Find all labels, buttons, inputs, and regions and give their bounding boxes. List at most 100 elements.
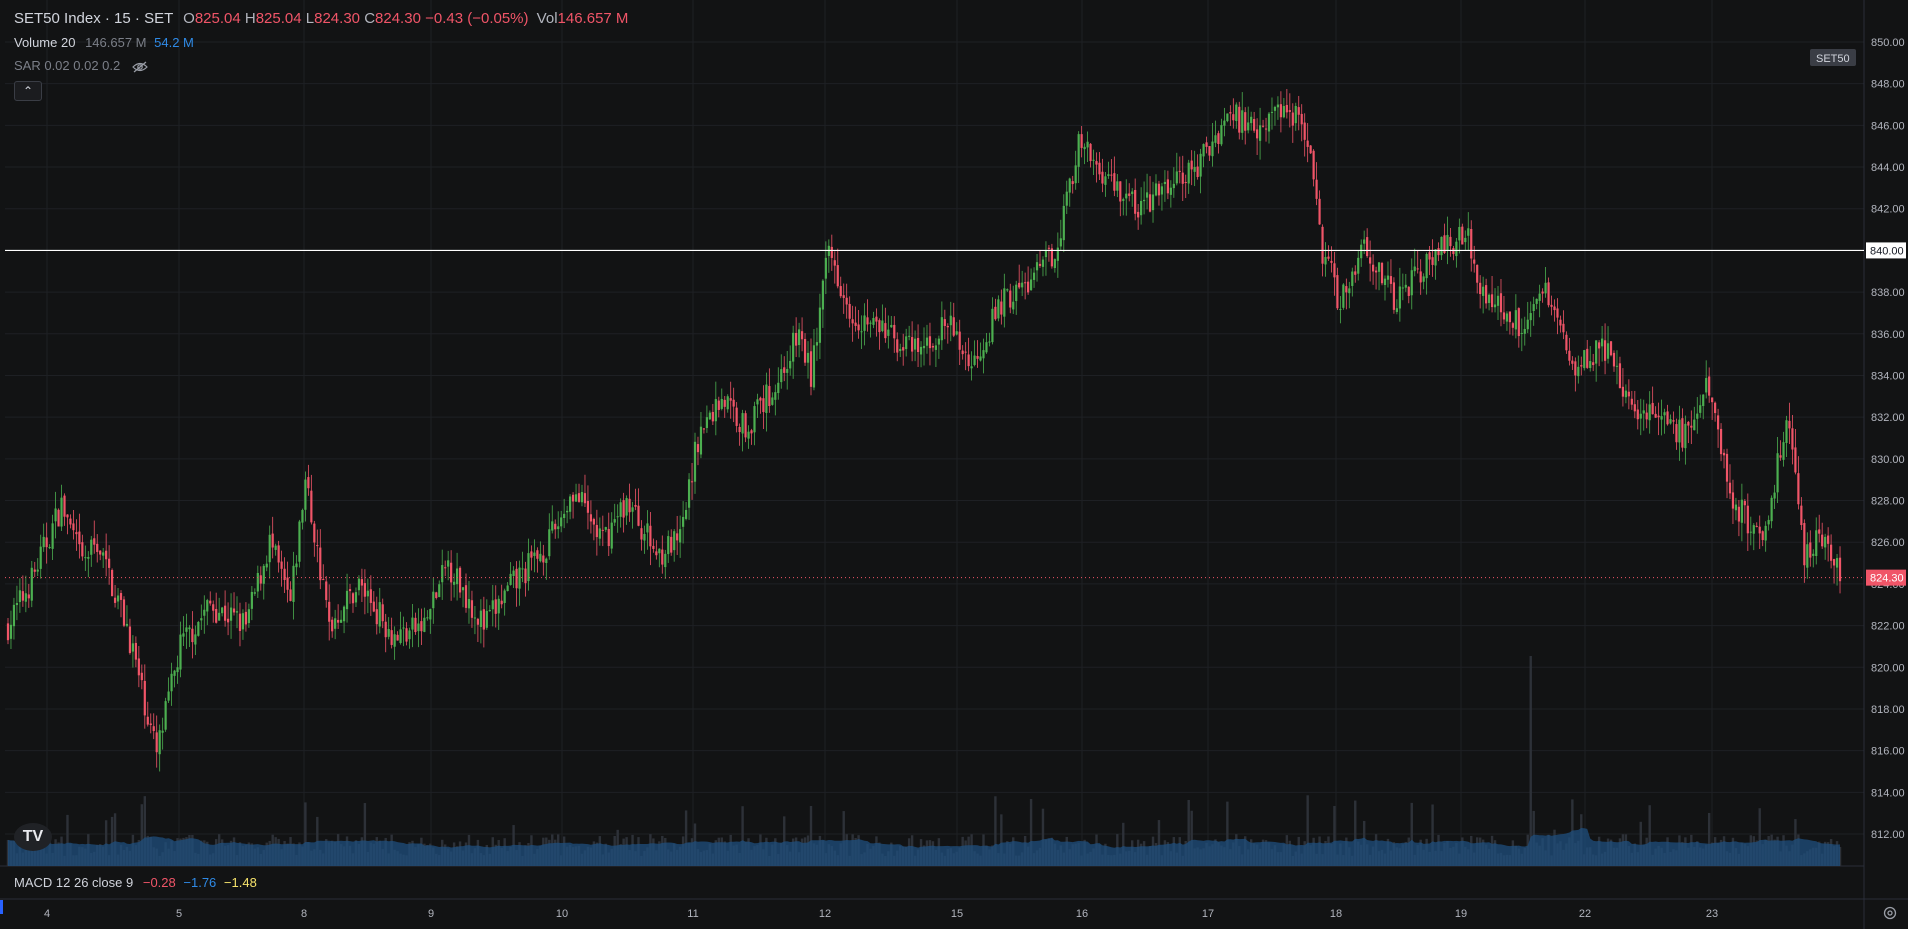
candle-body (6, 623, 10, 641)
candle-body (1253, 119, 1256, 131)
candle-body (1157, 183, 1161, 196)
candle-body (1693, 419, 1696, 431)
candle-body (622, 500, 625, 518)
candle-body (937, 338, 940, 345)
candle-body (1455, 241, 1458, 257)
candle-body (967, 354, 970, 367)
candle-body (563, 513, 566, 519)
candle-body (1407, 286, 1410, 296)
candle-body (866, 317, 869, 325)
time-tick-label: 9 (428, 908, 434, 920)
candle-body (976, 356, 979, 359)
volume-bar (1041, 808, 1045, 866)
time-tick-label: 5 (176, 908, 182, 920)
candle-body (509, 573, 512, 585)
candle-body (1324, 256, 1327, 265)
candle-body (518, 567, 521, 589)
candle-body (1434, 249, 1437, 266)
candle-body (1006, 289, 1009, 291)
macd-legend[interactable]: MACD 12 26 close 9 −0.28 −1.76 −1.48 (14, 875, 257, 890)
candle-body (682, 516, 685, 527)
volume-value: 146.657 M (557, 10, 629, 27)
candle-body (384, 621, 387, 638)
candle-body (1487, 294, 1491, 303)
candle-body (453, 581, 456, 585)
candle-body (125, 623, 129, 626)
candle-body (1639, 413, 1642, 419)
horizontal-line-tag (1866, 242, 1906, 259)
candle-body (747, 431, 750, 439)
candle-body (1312, 150, 1315, 180)
volume-bar (1410, 802, 1413, 866)
tradingview-logo-icon[interactable]: TV (14, 823, 52, 851)
candle-body (985, 342, 988, 353)
candle-body (1794, 447, 1797, 473)
candle-body (1339, 309, 1342, 311)
candle-body (1151, 194, 1155, 211)
candle-body (1446, 234, 1449, 251)
candle-body (789, 360, 792, 369)
candle-body (833, 260, 836, 266)
candle-body (212, 604, 215, 611)
candle-body (1788, 420, 1791, 429)
sar-legend[interactable]: SAR 0.02 0.02 0.2 (14, 58, 148, 73)
candle-body (1719, 428, 1723, 455)
collapse-legend-button[interactable]: ⌃ (14, 81, 42, 101)
price-tick-label: 822.00 (1871, 621, 1905, 633)
candle-body (1797, 473, 1800, 505)
candle-body (1318, 198, 1321, 225)
candle-body (1458, 226, 1461, 241)
candle-body (1737, 506, 1741, 522)
candle-body (616, 516, 619, 518)
candle-body (176, 667, 179, 673)
volume-bar (66, 814, 69, 866)
candle-body (1267, 113, 1271, 132)
candle-body (277, 545, 280, 563)
candle-body (610, 522, 613, 549)
candle-body (360, 579, 364, 586)
candle-body (1651, 402, 1654, 415)
candle-body (958, 331, 961, 350)
candle-body (1598, 342, 1601, 349)
candle-body (854, 322, 857, 326)
candle-body (458, 567, 462, 593)
gear-icon[interactable] (1882, 905, 1898, 921)
candle-body (803, 338, 807, 363)
candle-body (1577, 366, 1580, 377)
candle-body (1502, 312, 1506, 320)
candle-body (316, 545, 319, 547)
candle-body (994, 306, 997, 320)
candle-body (15, 603, 19, 606)
candle-body (1815, 530, 1818, 557)
volume-bar (1029, 798, 1033, 866)
candle-body (1479, 282, 1482, 295)
candle-body (640, 528, 643, 540)
candle-body (821, 280, 824, 310)
candle-body (1247, 122, 1250, 131)
candle-body (441, 565, 444, 583)
volume-legend-label: Volume 20 (14, 35, 76, 50)
candle-body (1199, 153, 1202, 177)
candle-body (1140, 200, 1143, 216)
candle-body (1261, 125, 1265, 127)
candle-body (800, 331, 804, 340)
candle-body (1476, 264, 1479, 283)
candle-body (1621, 386, 1625, 397)
candle-body (649, 525, 652, 547)
candle-body (1041, 259, 1045, 267)
candle-body (506, 585, 509, 592)
eye-off-icon[interactable] (132, 61, 148, 73)
candle-body (42, 536, 45, 548)
candle-body (185, 627, 188, 632)
price-tick-label: 812.00 (1871, 829, 1905, 841)
candle-body (417, 623, 420, 632)
symbol-title[interactable]: SET50 Index · 15 · SET (14, 10, 173, 27)
price-tick-label: 848.00 (1871, 79, 1905, 91)
candle-body (411, 617, 414, 630)
volume-legend[interactable]: Volume 20 146.657 M 54.2 M (14, 35, 194, 50)
volume-bar (741, 806, 744, 866)
candle-body (1490, 294, 1494, 308)
candle-body (1345, 286, 1348, 293)
candle-body (381, 604, 384, 622)
